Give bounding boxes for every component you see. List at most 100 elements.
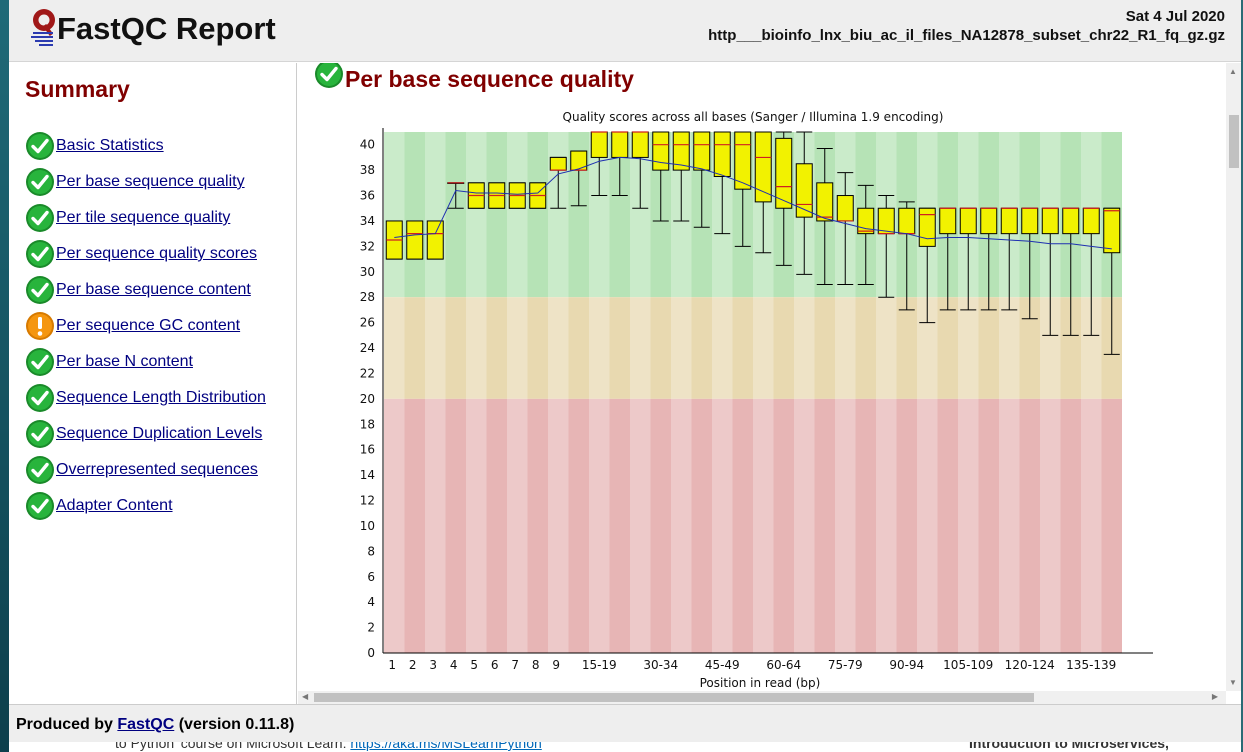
x-tick-label: 3 (429, 658, 437, 672)
y-tick-label: 32 (360, 239, 375, 253)
column-stripe (958, 132, 979, 653)
box (775, 137, 793, 209)
column-stripe (384, 132, 405, 653)
pass-icon (26, 348, 54, 376)
module-link[interactable]: Overrepresented sequences (56, 461, 258, 478)
module-item: Per tile sequence quality (25, 200, 266, 236)
column-stripe (589, 132, 610, 653)
scroll-right-icon[interactable]: ▶ (1211, 692, 1218, 701)
y-tick-label: 20 (360, 392, 375, 406)
box (857, 207, 875, 235)
y-tick-label: 6 (367, 570, 375, 584)
background-right-text: Introduction to Microservices, (969, 742, 1169, 751)
x-tick-label: 45-49 (705, 658, 740, 672)
module-item: Per base N content (25, 344, 266, 380)
chart-title: Quality scores across all bases (Sanger … (563, 110, 944, 124)
report-filename: http___bioinfo_lnx_biu_ac_il_files_NA128… (708, 27, 1225, 44)
x-tick-label: 135-139 (1066, 658, 1116, 672)
summary-title: Summary (25, 76, 130, 102)
column-stripe (1081, 132, 1102, 653)
y-tick-label: 12 (360, 494, 375, 508)
module-link[interactable]: Per tile sequence quality (56, 209, 231, 226)
x-tick-label: 6 (491, 658, 499, 672)
y-tick-label: 22 (360, 366, 375, 380)
report-footer: Produced by FastQC (version 0.11.8) (9, 704, 1241, 742)
background-link[interactable]: https://aka.ms/MSLearnPython (350, 742, 542, 751)
box (734, 131, 752, 190)
box (406, 220, 424, 260)
module-link[interactable]: Sequence Duplication Levels (56, 425, 263, 442)
scroll-left-icon[interactable]: ◀ (302, 692, 309, 701)
column-stripe (425, 132, 446, 653)
y-tick-label: 34 (360, 214, 375, 228)
column-stripe (507, 132, 528, 653)
column-stripe (712, 132, 733, 653)
module-list: Basic Statistics Per base sequence qualit… (25, 128, 266, 524)
box (877, 207, 895, 235)
module-link[interactable]: Per base N content (56, 353, 193, 370)
column-stripe (548, 132, 569, 653)
x-tick-label: 105-109 (943, 658, 993, 672)
module-item: Adapter Content (25, 488, 266, 524)
column-stripe (999, 132, 1020, 653)
module-link[interactable]: Per sequence GC content (56, 317, 241, 334)
y-tick-label: 14 (360, 468, 375, 482)
module-link[interactable]: Per base sequence quality (56, 173, 245, 190)
box (1000, 207, 1018, 235)
fastqc-link[interactable]: FastQC (117, 716, 175, 733)
module-link[interactable]: Adapter Content (56, 497, 173, 514)
module-link[interactable]: Per sequence quality scores (56, 245, 257, 262)
box (549, 156, 567, 171)
pass-icon (315, 63, 343, 88)
y-tick-label: 18 (360, 417, 375, 431)
vertical-scrollbar[interactable]: ▲ ▼ (1226, 63, 1241, 691)
horizontal-scroll-thumb[interactable] (314, 693, 1034, 702)
column-stripe (794, 132, 815, 653)
module-link[interactable]: Basic Statistics (56, 137, 164, 154)
pass-icon (26, 456, 54, 484)
column-stripe (917, 132, 938, 653)
pass-icon (26, 132, 54, 160)
x-tick-label: 2 (409, 658, 417, 672)
y-tick-label: 10 (360, 519, 375, 533)
box (1082, 207, 1100, 235)
module-link[interactable]: Per base sequence content (56, 281, 251, 298)
column-stripe (466, 132, 487, 653)
y-tick-label: 26 (360, 316, 375, 330)
column-stripe (835, 132, 856, 653)
box (1041, 207, 1059, 235)
box (590, 131, 608, 158)
y-tick-label: 24 (360, 341, 375, 355)
pass-icon (26, 240, 54, 268)
scroll-up-icon[interactable]: ▲ (1229, 67, 1237, 76)
box (1062, 207, 1080, 235)
x-tick-label: 30-34 (643, 658, 678, 672)
box (713, 131, 731, 177)
column-stripe (630, 132, 651, 653)
pass-icon (26, 420, 54, 448)
module-item: Basic Statistics (25, 128, 266, 164)
horizontal-scrollbar[interactable]: ◀ ▶ (298, 691, 1226, 704)
y-tick-label: 8 (367, 544, 375, 558)
report-main: Per base sequence quality Quality scores… (298, 63, 1226, 691)
x-tick-label: 60-64 (766, 658, 801, 672)
x-tick-label: 15-19 (582, 658, 617, 672)
box (1021, 207, 1039, 235)
column-stripe (753, 132, 774, 653)
module-link[interactable]: Sequence Length Distribution (56, 389, 266, 406)
module-item: Sequence Duplication Levels (25, 416, 266, 452)
column-stripe (1040, 132, 1061, 653)
y-tick-label: 40 (360, 138, 375, 152)
box (795, 163, 813, 218)
module-item: Per base sequence content (25, 272, 266, 308)
pass-icon (26, 168, 54, 196)
page-title: FastQC Report (57, 11, 276, 46)
fastqc-logo-icon (31, 9, 55, 46)
column-stripe (876, 132, 897, 653)
vertical-scroll-thumb[interactable] (1229, 115, 1239, 168)
y-tick-label: 38 (360, 163, 375, 177)
module-item: Overrepresented sequences (25, 452, 266, 488)
pass-icon (26, 492, 54, 520)
scroll-down-icon[interactable]: ▼ (1229, 678, 1237, 687)
x-tick-label: 4 (450, 658, 458, 672)
